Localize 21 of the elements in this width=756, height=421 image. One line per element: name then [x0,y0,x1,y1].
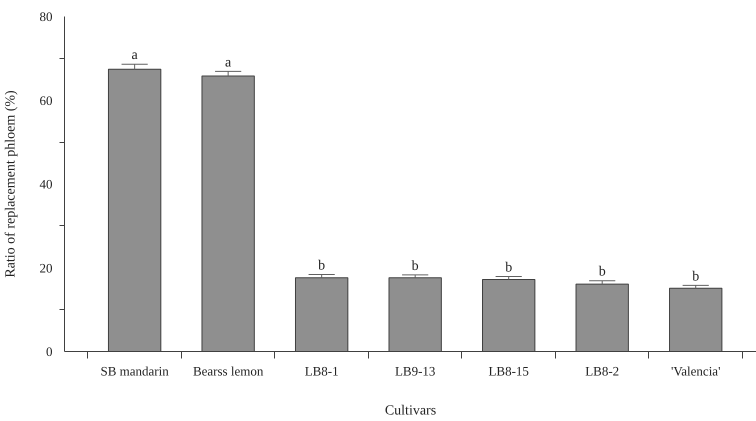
y-axis-title: Ratio of replacement phloem (%) [4,90,18,278]
x-tick-label: LB8-2 [585,364,620,378]
y-tick-label: 80 [40,9,52,24]
x-tick-label: 'Valencia' [671,364,720,378]
y-tick-label: 40 [40,176,52,192]
x-tick-label: SB mandarin [100,364,170,378]
y-tick-label: 60 [40,92,52,108]
annotation: a [225,55,232,70]
y-tick-label: 20 [40,260,52,276]
x-tick-label: Bearss lemon [192,364,264,378]
x-axis-title: Cultivars [384,404,436,418]
annotation: b [412,258,419,274]
x-tick-label: LB8-15 [488,364,529,378]
x-tick-label: LB8-1 [304,364,339,378]
annotation: b [692,269,700,284]
y-tick-label: 0 [46,344,52,359]
annotation: b [318,258,326,274]
annotation: b [505,260,512,276]
x-tick-label: LB9-13 [394,364,436,378]
annotation: a [132,48,139,64]
annotation: b [598,264,606,280]
